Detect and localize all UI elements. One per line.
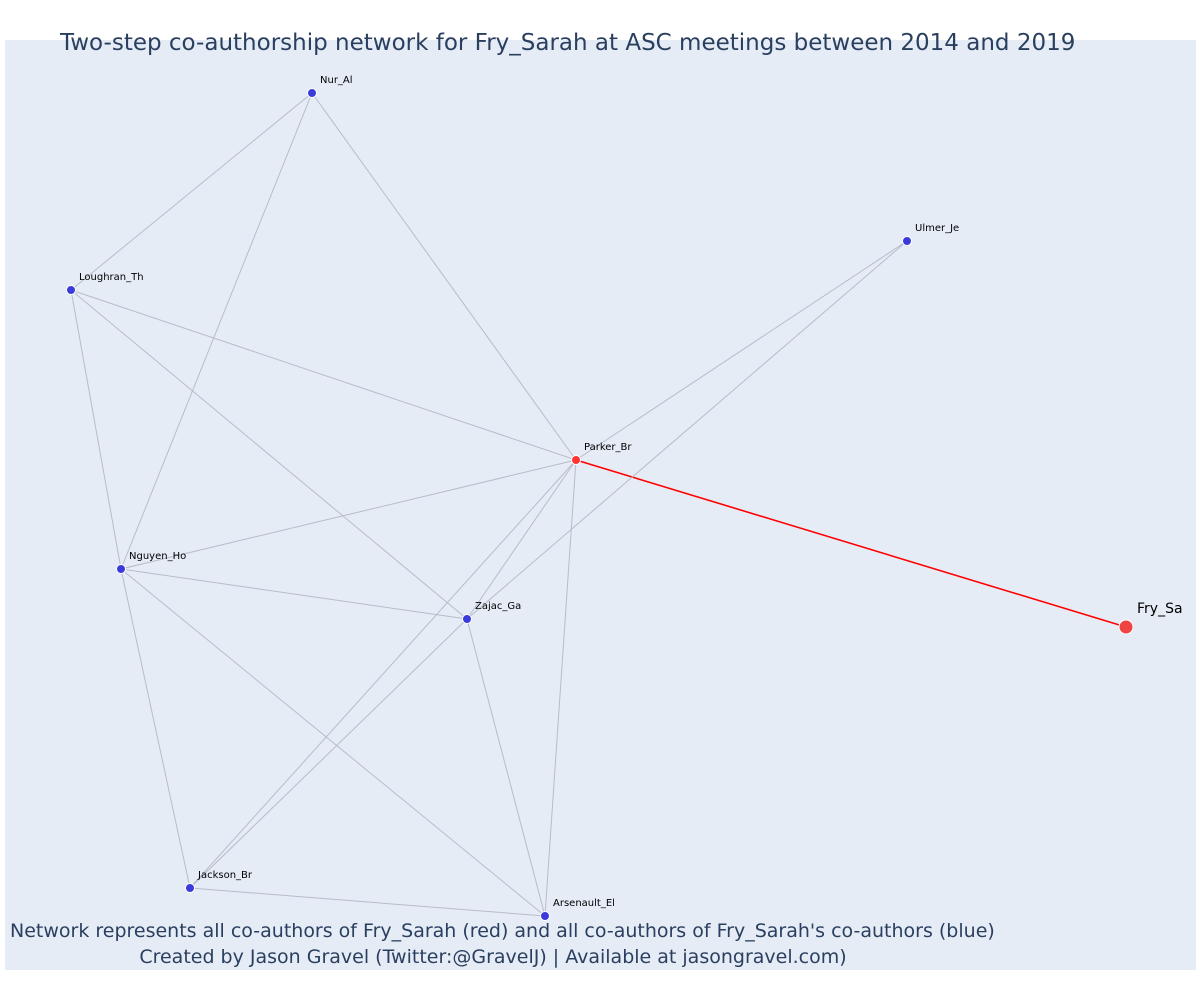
- node-Zajac_Ga[interactable]: [462, 614, 472, 624]
- edge-Loughran_Th-Nguyen_Ho: [70, 289, 122, 570]
- edges-layer: [70, 92, 1127, 917]
- edge-Fry_Sa-Parker_Br: [575, 459, 1127, 628]
- node-label-Arsenault_El: Arsenault_El: [553, 898, 615, 909]
- edge-Parker_Br-Zajac_Ga: [466, 459, 577, 620]
- plot-area: [5, 40, 1196, 970]
- node-Arsenault_El[interactable]: [540, 911, 550, 921]
- edge-Nguyen_Ho-Zajac_Ga: [120, 568, 468, 620]
- edge-Parker_Br-Nguyen_Ho: [120, 459, 577, 570]
- caption-line-2: Created by Jason Gravel (Twitter:@Gravel…: [139, 946, 847, 968]
- node-label-Loughran_Th: Loughran_Th: [79, 272, 144, 283]
- edge-Nur_Al-Loughran_Th: [70, 92, 313, 291]
- edge-Nguyen_Ho-Jackson_Br: [120, 568, 191, 889]
- edge-Parker_Br-Ulmer_Je: [575, 240, 908, 461]
- labels-layer: Fry_Sa Parker_Br Nur_Al Ulmer_Je Loughran_Th…: [79, 75, 1183, 909]
- node-Parker_Br[interactable]: [571, 455, 581, 465]
- node-Nguyen_Ho[interactable]: [116, 564, 126, 574]
- node-label-Parker_Br: Parker_Br: [584, 442, 632, 453]
- node-Ulmer_Je[interactable]: [902, 236, 912, 246]
- node-Jackson_Br[interactable]: [185, 883, 195, 893]
- chart-title: Two-step co-authorship network for Fry_S…: [60, 30, 1076, 56]
- node-Nur_Al[interactable]: [307, 88, 317, 98]
- edge-Nguyen_Ho-Arsenault_El: [120, 568, 546, 917]
- node-label-Fry_Sa: Fry_Sa: [1137, 601, 1183, 617]
- edge-Parker_Br-Nur_Al: [311, 92, 577, 461]
- node-Fry_Sa[interactable]: [1118, 619, 1134, 635]
- edge-Zajac_Ga-Jackson_Br: [189, 618, 468, 889]
- edge-Parker_Br-Loughran_Th: [70, 289, 577, 461]
- edge-Jackson_Br-Arsenault_El: [189, 887, 546, 917]
- node-label-Zajac_Ga: Zajac_Ga: [475, 601, 521, 612]
- edge-Nur_Al-Nguyen_Ho: [120, 92, 313, 570]
- edge-Loughran_Th-Zajac_Ga: [70, 289, 468, 620]
- caption-line-1: Network represents all co-authors of Fry…: [10, 920, 995, 942]
- edge-Zajac_Ga-Arsenault_El: [466, 618, 546, 917]
- edge-Parker_Br-Arsenault_El: [544, 459, 577, 917]
- node-Loughran_Th[interactable]: [66, 285, 76, 295]
- node-label-Nguyen_Ho: Nguyen_Ho: [129, 551, 186, 562]
- edge-Ulmer_Je-Zajac_Ga: [466, 240, 908, 620]
- node-label-Nur_Al: Nur_Al: [320, 75, 353, 86]
- nodes-layer: [66, 88, 1134, 921]
- node-label-Ulmer_Je: Ulmer_Je: [915, 223, 959, 234]
- caption: Network represents all co-authors of Fry…: [10, 918, 995, 970]
- node-label-Jackson_Br: Jackson_Br: [197, 870, 253, 881]
- edge-Parker_Br-Jackson_Br: [189, 459, 577, 889]
